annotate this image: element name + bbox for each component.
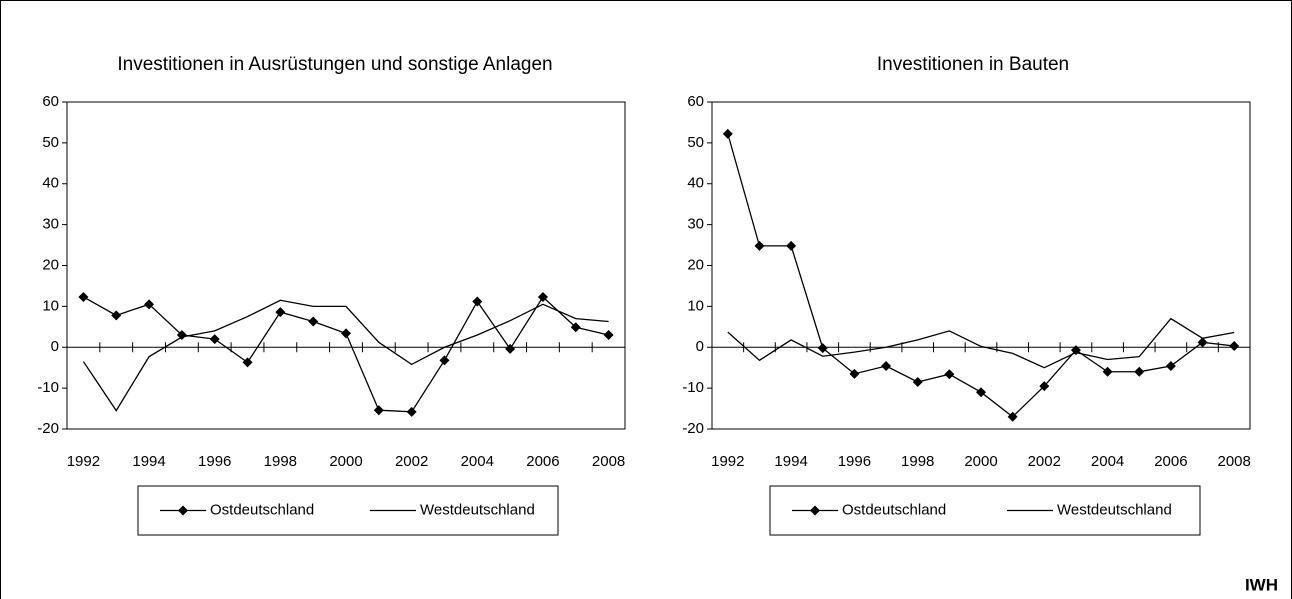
data-point <box>912 376 923 387</box>
y-tick-label: -20 <box>37 420 59 437</box>
data-point <box>505 343 516 354</box>
data-point <box>308 316 319 327</box>
data-point <box>1102 366 1113 377</box>
legend-label: Westdeutschland <box>1057 501 1172 518</box>
chart-title: Investitionen in Ausrüstungen und sonsti… <box>117 54 552 75</box>
data-point <box>341 328 351 339</box>
x-tick-label: 1998 <box>901 453 934 470</box>
data-point <box>603 329 614 340</box>
data-point <box>209 334 220 345</box>
y-tick-label: 40 <box>42 175 59 192</box>
x-tick-label: 2006 <box>1154 453 1187 470</box>
x-tick-label: 2000 <box>964 453 997 470</box>
data-point <box>1229 341 1240 352</box>
legend-label: Westdeutschland <box>420 501 535 518</box>
legend <box>137 485 559 536</box>
data-point <box>537 291 548 302</box>
legend-label: Ostdeutschland <box>210 501 314 518</box>
legend-label: Ostdeutschland <box>842 501 946 518</box>
source: IWH <box>1245 575 1278 594</box>
x-tick-label: 2006 <box>526 453 559 470</box>
x-tick-label: 1994 <box>774 453 807 470</box>
y-tick-label: 50 <box>42 134 59 151</box>
y-tick-label: 40 <box>687 175 704 192</box>
y-tick-label: 10 <box>42 297 59 314</box>
x-tick-label: 2002 <box>1028 453 1061 470</box>
y-tick-label: 0 <box>51 338 59 355</box>
y-tick-label: -20 <box>682 420 704 437</box>
x-tick-label: 2008 <box>592 453 625 470</box>
data-point <box>111 310 122 321</box>
data-point <box>406 406 417 417</box>
y-tick-label: 20 <box>687 256 704 273</box>
x-tick-label: 2004 <box>461 453 494 470</box>
x-tick-label: 2000 <box>329 453 362 470</box>
series-line <box>83 295 609 413</box>
x-tick-label: 1998 <box>264 453 297 470</box>
data-point <box>976 387 986 398</box>
data-point <box>849 368 860 379</box>
y-tick-label: 50 <box>687 134 704 151</box>
data-point <box>1197 337 1208 348</box>
data-point <box>786 240 797 251</box>
plot-area <box>711 101 1251 430</box>
data-point <box>373 405 384 416</box>
x-tick-label: 1996 <box>198 453 231 470</box>
data-point <box>1007 411 1018 422</box>
data-point <box>144 299 155 310</box>
y-tick-label: -10 <box>682 379 704 396</box>
data-point <box>242 357 253 368</box>
y-tick-label: 0 <box>696 338 704 355</box>
y-tick-label: -10 <box>37 379 59 396</box>
y-tick-label: 60 <box>687 93 704 110</box>
plot-area <box>66 101 626 430</box>
series-line <box>727 317 1235 369</box>
series-line <box>82 299 609 412</box>
x-tick-label: 2002 <box>395 453 428 470</box>
data-point <box>817 343 828 354</box>
x-tick-label: 2004 <box>1091 453 1124 470</box>
x-tick-label: 1992 <box>67 453 100 470</box>
data-point <box>275 307 286 318</box>
y-tick-label: 30 <box>42 216 59 233</box>
y-tick-label: 20 <box>42 256 59 273</box>
x-tick-label: 1992 <box>711 453 744 470</box>
x-tick-label: 2008 <box>1217 453 1250 470</box>
data-point <box>722 128 733 139</box>
legend-marker <box>178 505 188 516</box>
data-point <box>439 355 450 366</box>
data-point <box>176 329 187 340</box>
data-point <box>944 369 955 380</box>
data-point <box>78 291 89 302</box>
data-point <box>754 240 765 251</box>
data-point <box>1039 381 1050 392</box>
series-line <box>727 133 1235 418</box>
data-point <box>1165 361 1176 372</box>
x-tick-label: 1994 <box>132 453 165 470</box>
y-tick-label: 30 <box>687 216 704 233</box>
y-tick-label: 10 <box>687 297 704 314</box>
data-point <box>881 361 892 372</box>
legend <box>769 485 1201 536</box>
chart-title: Investitionen in Bauten <box>877 54 1069 75</box>
legend-marker <box>810 505 820 516</box>
data-point <box>472 296 483 307</box>
data-point <box>570 322 581 333</box>
data-point <box>1134 366 1145 377</box>
y-tick-label: 60 <box>42 93 59 110</box>
x-tick-label: 1996 <box>838 453 871 470</box>
